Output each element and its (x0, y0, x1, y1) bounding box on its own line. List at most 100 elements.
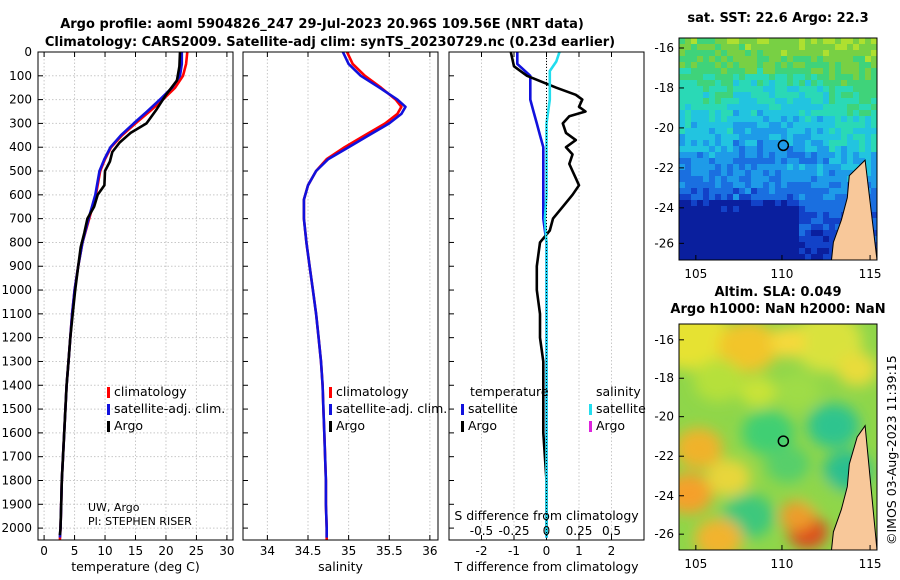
y-tick-label: 1000 (1, 283, 32, 297)
sst-cell (859, 146, 866, 153)
sst-cell (691, 158, 698, 165)
sst-cell (763, 230, 770, 237)
sst-cell (871, 140, 877, 147)
sst-cell (787, 200, 794, 207)
sst-cell (715, 44, 722, 51)
sst-cell (763, 80, 770, 87)
sst-cell (787, 62, 794, 69)
sst-cell (781, 176, 788, 183)
sst-cell (781, 236, 788, 243)
sst-cell (709, 116, 716, 123)
sst-cell (769, 182, 776, 189)
sst-cell (697, 242, 704, 249)
sst-cell (775, 146, 782, 153)
sst-cell (799, 38, 806, 45)
sst-cell (829, 104, 836, 111)
sst-cell (787, 158, 794, 165)
map-x-tick-label: 105 (684, 267, 707, 281)
sst-cell (721, 164, 728, 171)
sst-cell (781, 128, 788, 135)
sst-cell (703, 56, 710, 63)
sst-cell (853, 38, 860, 45)
sst-cell (697, 110, 704, 117)
sst-cell (721, 68, 728, 75)
sst-cell (781, 62, 788, 69)
sst-cell (739, 218, 746, 225)
sst-cell (859, 128, 866, 135)
sst-cell (751, 140, 758, 147)
sst-cell (685, 92, 692, 99)
sst-cell (757, 206, 764, 213)
y-tick-label: 1100 (1, 307, 32, 321)
sst-cell (799, 200, 806, 207)
sst-cell (847, 110, 854, 117)
sst-cell (817, 98, 824, 105)
sst-cell (781, 140, 788, 147)
sst-cell (685, 236, 692, 243)
y-tick-label: 2000 (1, 521, 32, 535)
sst-cell (721, 80, 728, 87)
sst-cell (769, 248, 776, 255)
sst-cell (697, 164, 704, 171)
sst-cell (679, 68, 686, 75)
sst-cell (829, 80, 836, 87)
sst-cell (745, 56, 752, 63)
sst-cell (721, 170, 728, 177)
sst-cell (799, 80, 806, 87)
sst-cell (841, 188, 848, 195)
sst-cell (793, 230, 800, 237)
sst-cell (829, 98, 836, 105)
y-tick-label: 1500 (1, 402, 32, 416)
sst-cell (757, 56, 764, 63)
sst-cell (691, 86, 698, 93)
sst-cell (811, 224, 818, 231)
sst-cell (721, 104, 728, 111)
sst-cell (835, 62, 842, 69)
map-y-tick-label: -20 (654, 410, 674, 424)
sst-cell (751, 122, 758, 129)
sst-cell (751, 68, 758, 75)
sst-cell (691, 80, 698, 87)
sst-cell (685, 248, 692, 255)
sst-cell (691, 68, 698, 75)
sst-cell (871, 206, 877, 213)
sst-cell (871, 200, 877, 207)
sst-cell (835, 206, 842, 213)
sst-map-title: sat. SST: 22.6 Argo: 22.3 (687, 11, 868, 26)
sst-cell (811, 194, 818, 201)
sst-cell (835, 170, 842, 177)
sst-cell (811, 146, 818, 153)
sst-cell (835, 110, 842, 117)
y-tick-label: 800 (9, 235, 32, 249)
sst-cell (757, 176, 764, 183)
sst-cell (757, 98, 764, 105)
sst-cell (733, 218, 740, 225)
sst-cell (709, 248, 716, 255)
sst-cell (745, 188, 752, 195)
sst-cell (739, 188, 746, 195)
sst-cell (739, 230, 746, 237)
sst-cell (715, 242, 722, 249)
sst-cell (733, 56, 740, 63)
sst-cell (835, 56, 842, 63)
sst-cell (679, 86, 686, 93)
sst-cell (841, 44, 848, 51)
sst-cell (709, 182, 716, 189)
series-line-temperature-satellite (515, 52, 548, 538)
sst-cell (847, 152, 854, 159)
sst-cell (787, 104, 794, 111)
sst-cell (793, 164, 800, 171)
sst-cell (769, 50, 776, 57)
sst-cell (763, 38, 770, 45)
sst-cell (793, 128, 800, 135)
x-tick-label: 35 (341, 544, 356, 558)
sst-cell (853, 62, 860, 69)
sst-cell (769, 86, 776, 93)
sst-cell (799, 152, 806, 159)
sst-cell (781, 218, 788, 225)
sst-cell (871, 188, 877, 195)
sst-cell (865, 50, 872, 57)
sst-cell (727, 62, 734, 69)
sst-cell (697, 146, 704, 153)
sst-cell (811, 86, 818, 93)
